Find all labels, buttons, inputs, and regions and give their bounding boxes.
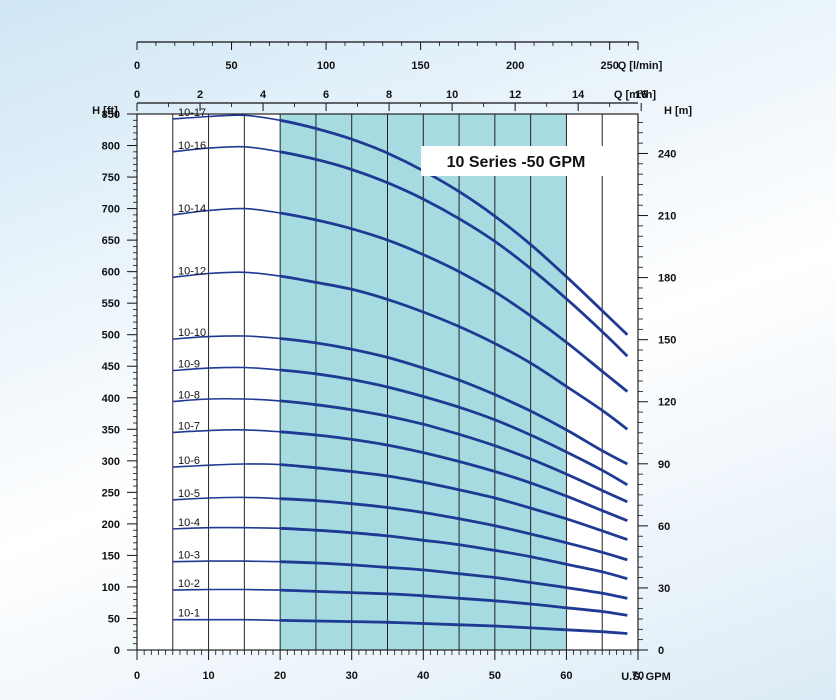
curve-label-10-2: 10-2 <box>178 578 200 590</box>
top-m3h-tick-label: 10 <box>446 89 458 101</box>
chart-title-box <box>421 146 611 176</box>
y-left-tick-label: 200 <box>102 519 120 531</box>
y-left-tick-label: 0 <box>114 645 120 657</box>
curve-10-10-operating <box>280 337 628 466</box>
y-left-tick-label: 850 <box>102 109 120 121</box>
y-left-tick-label: 500 <box>102 330 120 342</box>
curve-label-10-6: 10-6 <box>178 455 200 467</box>
curve-10-16-operating <box>280 150 629 358</box>
top-axis-m3h-title: Q [m³/h] <box>614 89 656 101</box>
y-axis-left-title: H [ft] <box>92 105 118 117</box>
y-left-tick-label: 150 <box>102 550 120 562</box>
curve-10-14-operating <box>280 211 629 393</box>
y-right-tick-label: 90 <box>658 459 670 471</box>
top-lmin-tick-label: 50 <box>225 60 237 72</box>
x-tick-label: 20 <box>274 670 286 682</box>
curve-label-10-9: 10-9 <box>178 359 200 371</box>
curve-10-3-operating <box>280 560 628 600</box>
top-m3h-tick-label: 2 <box>197 89 203 101</box>
top-m3h-tick-label: 4 <box>260 89 267 101</box>
curve-label-10-14: 10-14 <box>178 203 206 215</box>
x-axis-title: U.S. GPM <box>621 671 671 683</box>
curve-label-10-1: 10-1 <box>178 608 200 620</box>
curve-label-10-17: 10-17 <box>178 107 206 119</box>
x-tick-label: 10 <box>202 670 214 682</box>
y-left-tick-label: 100 <box>102 582 120 594</box>
x-tick-label: 60 <box>560 670 572 682</box>
y-right-tick-label: 150 <box>658 335 676 347</box>
curve-10-6-operating <box>280 463 628 541</box>
top-axis-lmin-title: Q [l/min] <box>618 60 663 72</box>
top-lmin-tick-label: 150 <box>411 60 429 72</box>
curve-label-10-16: 10-16 <box>178 140 206 152</box>
top-m3h-tick-label: 0 <box>134 89 140 101</box>
curve-10-2-operating <box>280 588 628 617</box>
top-lmin-tick-label: 0 <box>134 60 140 72</box>
curve-10-4-operating <box>280 526 628 581</box>
x-tick-label: 70 <box>632 670 644 682</box>
y-left-tick-label: 650 <box>102 235 120 247</box>
y-right-tick-label: 0 <box>658 645 664 657</box>
y-left-tick-label: 550 <box>102 298 120 310</box>
y-right-tick-label: 30 <box>658 583 670 595</box>
curve-label-10-10: 10-10 <box>178 327 206 339</box>
curve-label-10-4: 10-4 <box>178 517 200 529</box>
top-m3h-tick-label: 14 <box>572 89 585 101</box>
x-tick-label: 40 <box>417 670 429 682</box>
curve-label-10-5: 10-5 <box>178 488 200 500</box>
top-m3h-tick-label: 6 <box>323 89 329 101</box>
curve-10-12-operating <box>280 274 629 431</box>
curve-label-10-3: 10-3 <box>178 550 200 562</box>
x-tick-label: 30 <box>346 670 358 682</box>
top-m3h-tick-label: 16 <box>635 89 647 101</box>
curve-10-5-operating <box>280 497 628 562</box>
top-m3h-tick-label: 8 <box>386 89 392 101</box>
y-left-tick-label: 350 <box>102 424 120 436</box>
y-left-tick-label: 450 <box>102 361 120 373</box>
y-axis-right-title: H [m] <box>664 105 692 117</box>
curve-10-7-operating <box>280 430 628 522</box>
curve-10-8-operating <box>280 399 628 504</box>
y-left-tick-label: 400 <box>102 393 120 405</box>
curve-10-17-operating <box>280 118 629 336</box>
curve-label-10-7: 10-7 <box>178 420 200 432</box>
y-left-tick-label: 600 <box>102 267 120 279</box>
y-right-tick-label: 120 <box>658 397 676 409</box>
y-left-tick-label: 800 <box>102 141 120 153</box>
y-right-tick-label: 240 <box>658 148 676 160</box>
curve-label-10-8: 10-8 <box>178 390 200 402</box>
top-lmin-tick-label: 250 <box>600 60 618 72</box>
y-right-tick-label: 60 <box>658 521 670 533</box>
y-left-tick-label: 250 <box>102 487 120 499</box>
performance-curves: 10-17 10-16 10-14 10-12 10-10 10-9 10-8 10-7 10-… <box>172 107 629 635</box>
y-left-tick-label: 50 <box>108 613 120 625</box>
top-lmin-tick-label: 100 <box>317 60 335 72</box>
y-right-tick-label: 180 <box>658 273 676 285</box>
y-left-tick-label: 750 <box>102 172 120 184</box>
x-tick-label: 50 <box>489 670 501 682</box>
curve-10-9-operating <box>280 368 628 487</box>
chart-title: 10 Series -50 GPM <box>447 154 586 171</box>
curve-10-1-operating <box>280 619 628 635</box>
y-left-tick-label: 700 <box>102 204 120 216</box>
y-left-tick-label: 300 <box>102 456 120 468</box>
y-right-tick-label: 210 <box>658 211 676 223</box>
top-lmin-tick-label: 200 <box>506 60 524 72</box>
curve-label-10-12: 10-12 <box>178 265 206 277</box>
x-tick-label: 0 <box>134 670 140 682</box>
axes: 0501001502002503003504004505005506006507… <box>102 41 676 682</box>
top-m3h-tick-label: 12 <box>509 89 521 101</box>
